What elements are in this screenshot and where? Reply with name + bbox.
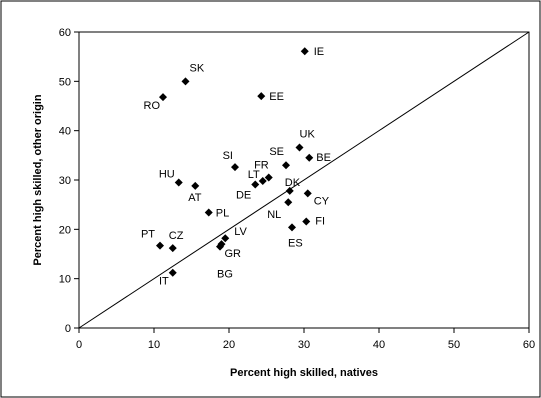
point-label-ie: IE: [314, 46, 324, 58]
point-label-sk: SK: [190, 62, 205, 74]
point-label-ee: EE: [269, 91, 284, 103]
data-point-lt: [258, 176, 267, 185]
data-points: [156, 47, 314, 277]
x-axis-title: Percent high skilled, natives: [230, 367, 378, 379]
x-tick-label: 10: [148, 339, 160, 351]
data-point-at: [191, 181, 200, 190]
data-point-lv: [221, 234, 230, 243]
point-label-gr: GR: [225, 248, 242, 260]
y-tick-label: 50: [59, 76, 71, 88]
y-tick-label: 40: [59, 126, 71, 138]
data-point-hu: [174, 178, 183, 187]
y-tick-label: 0: [65, 323, 71, 335]
y-axis: 0 10 20 30 40 50 60: [59, 27, 79, 335]
point-label-cy: CY: [314, 195, 330, 207]
point-label-dk: DK: [285, 177, 301, 189]
point-label-pl: PL: [216, 208, 229, 220]
data-point-fi: [302, 217, 311, 226]
data-point-es: [288, 223, 296, 232]
x-tick-label: 60: [523, 339, 535, 351]
data-point-se: [282, 161, 290, 170]
data-point-uk: [295, 143, 304, 152]
data-point-si: [231, 163, 239, 172]
y-tick-label: 30: [59, 175, 71, 187]
point-label-fr: FR: [254, 160, 269, 172]
point-label-bg: BG: [217, 269, 233, 281]
x-tick-label: 40: [373, 339, 385, 351]
point-label-si: SI: [223, 150, 233, 162]
x-tick-label: 50: [448, 339, 460, 351]
point-label-ro: RO: [144, 100, 161, 112]
data-point-pt: [156, 241, 164, 250]
point-label-at: AT: [188, 192, 202, 204]
data-point-dk: [285, 186, 294, 195]
y-axis-title: Percent high skilled, other origin: [32, 94, 44, 265]
point-label-se: SE: [269, 146, 284, 158]
x-tick-label: 20: [223, 339, 235, 351]
data-point-it: [168, 268, 177, 277]
data-point-ro: [159, 93, 167, 102]
x-axis: 0 10 20 30 40 50 60: [76, 328, 535, 351]
data-point-nl: [284, 198, 293, 207]
point-label-fi: FI: [315, 215, 325, 227]
data-point-pl: [204, 208, 213, 217]
data-point-cy: [303, 189, 312, 198]
point-label-be: BE: [316, 152, 331, 164]
y-tick-label: 60: [59, 27, 71, 39]
point-label-pt: PT: [141, 229, 155, 241]
y-tick-label: 10: [59, 274, 71, 286]
point-label-uk: UK: [300, 128, 316, 140]
point-label-es: ES: [288, 237, 303, 249]
point-label-cz: CZ: [169, 230, 184, 242]
reference-diagonal-line: [78, 31, 530, 329]
point-label-lv: LV: [234, 226, 247, 238]
point-label-hu: HU: [159, 168, 175, 180]
point-label-it: IT: [159, 276, 169, 288]
x-tick-label: 0: [76, 339, 82, 351]
y-tick-label: 20: [59, 224, 71, 236]
point-label-de: DE: [236, 189, 251, 201]
data-point-fr: [264, 173, 273, 182]
data-point-sk: [181, 77, 190, 86]
point-label-lt: LT: [248, 169, 260, 181]
data-point-ee: [257, 92, 266, 101]
data-point-de: [251, 180, 260, 189]
data-point-be: [305, 153, 314, 162]
point-label-nl: NL: [267, 209, 281, 221]
x-tick-label: 30: [298, 339, 310, 351]
data-point-bg: [216, 242, 224, 251]
data-point-ie: [300, 47, 309, 56]
data-point-cz: [168, 244, 177, 253]
